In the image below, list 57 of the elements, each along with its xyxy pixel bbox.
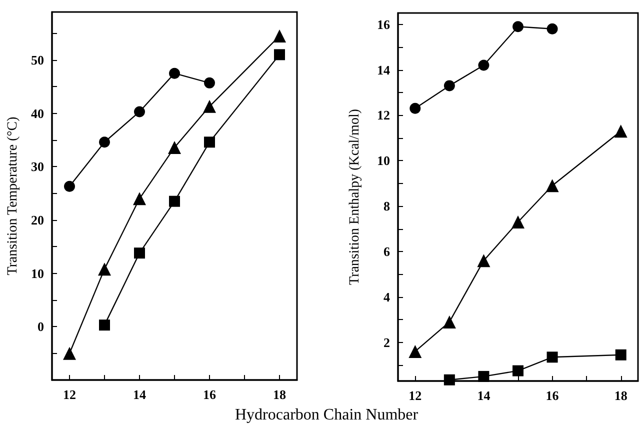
point <box>98 262 111 276</box>
y-tick-label: 8 <box>384 198 390 214</box>
point <box>274 49 285 60</box>
x-axis-title: Hydrocarbon Chain Number <box>235 406 419 424</box>
y-tick-label: 0 <box>38 319 44 334</box>
point <box>134 106 145 118</box>
x-tick-label: 16 <box>546 388 560 403</box>
point <box>442 315 456 328</box>
point <box>204 77 215 88</box>
x-tick-label: 12 <box>63 387 76 402</box>
y-tick-label: 50 <box>31 52 44 68</box>
point <box>99 136 110 148</box>
y-axis-title: Transition Enthalpy (Kcal/mol) <box>348 108 362 286</box>
point <box>273 30 286 42</box>
y-tick-label: 20 <box>31 212 44 228</box>
y-tick-label: 30 <box>31 159 44 174</box>
point <box>63 346 76 360</box>
point <box>134 248 145 259</box>
point <box>204 136 215 148</box>
point <box>512 215 524 228</box>
x-tick-label: 16 <box>203 387 216 402</box>
point <box>168 140 181 154</box>
x-tick-label: 18 <box>273 387 286 402</box>
y-tick-label: 10 <box>377 153 390 168</box>
point <box>512 21 524 32</box>
y-axis-title: Transition Temperature (°C) <box>6 116 20 276</box>
y-tick-label: 40 <box>31 106 44 121</box>
x-tick-label: 14 <box>133 387 146 402</box>
y-tick-label: 10 <box>31 266 44 281</box>
point <box>410 102 421 114</box>
point <box>615 349 626 360</box>
point <box>64 180 75 192</box>
point <box>169 196 180 207</box>
y-tick-label: 4 <box>384 289 390 304</box>
x-tick-label: 18 <box>614 388 628 403</box>
point <box>546 352 558 363</box>
point <box>99 320 110 331</box>
point <box>546 179 559 192</box>
point <box>478 370 490 382</box>
point <box>614 124 628 138</box>
point <box>512 365 524 376</box>
point <box>133 192 146 206</box>
point <box>444 80 455 92</box>
y-tick-label: 12 <box>377 108 390 123</box>
y-tick-label: 2 <box>384 334 390 350</box>
point <box>203 100 216 113</box>
x-tick-label: 12 <box>408 388 422 403</box>
point <box>478 60 490 71</box>
y-tick-label: 16 <box>377 16 390 32</box>
point <box>444 374 455 386</box>
y-tick-label: 6 <box>384 244 390 260</box>
point <box>408 344 422 358</box>
y-tick-label: 14 <box>377 62 390 78</box>
point <box>546 23 558 34</box>
x-tick-label: 14 <box>477 388 491 403</box>
point <box>169 68 180 79</box>
point <box>477 254 490 268</box>
